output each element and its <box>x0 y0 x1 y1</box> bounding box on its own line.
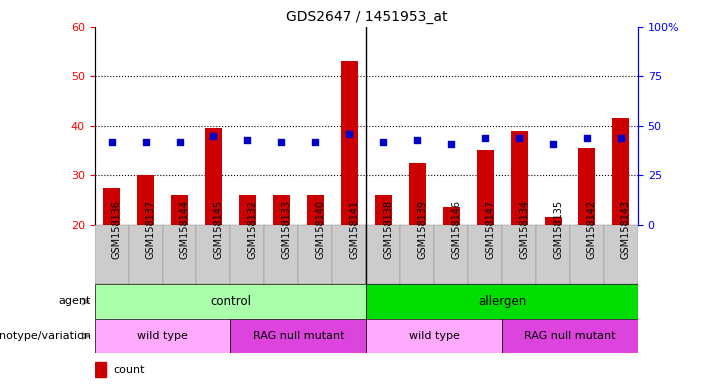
Bar <box>434 225 468 284</box>
Text: GSM158146: GSM158146 <box>451 200 461 259</box>
Bar <box>578 148 595 225</box>
Text: GSM158133: GSM158133 <box>281 200 292 259</box>
Bar <box>536 225 570 284</box>
Point <box>378 139 389 145</box>
Text: GSM158143: GSM158143 <box>621 200 631 259</box>
Text: GSM158140: GSM158140 <box>315 200 325 259</box>
Bar <box>264 225 299 284</box>
Text: GSM158138: GSM158138 <box>383 200 393 259</box>
Text: GSM158144: GSM158144 <box>179 200 189 259</box>
Bar <box>332 225 366 284</box>
Point <box>275 139 287 145</box>
Bar <box>468 225 502 284</box>
Text: GSM158139: GSM158139 <box>417 200 427 259</box>
Text: GSM158142: GSM158142 <box>587 200 597 259</box>
Text: GSM158137: GSM158137 <box>146 200 156 259</box>
Bar <box>341 61 358 225</box>
Text: count: count <box>114 364 145 375</box>
Bar <box>502 225 536 284</box>
Bar <box>95 319 231 353</box>
Bar <box>367 225 400 284</box>
Text: agent: agent <box>59 296 91 306</box>
Bar <box>613 118 629 225</box>
Bar <box>239 195 256 225</box>
Text: GSM158132: GSM158132 <box>247 200 257 259</box>
Text: GSM158136: GSM158136 <box>111 200 121 259</box>
Bar <box>95 284 366 319</box>
Bar <box>171 195 188 225</box>
Bar <box>231 319 367 353</box>
Point <box>242 137 253 143</box>
Point <box>615 134 627 141</box>
Text: GSM158134: GSM158134 <box>519 200 529 259</box>
Bar <box>367 284 638 319</box>
Bar <box>409 163 426 225</box>
Text: GSM158141: GSM158141 <box>349 200 360 259</box>
Bar <box>205 128 222 225</box>
Title: GDS2647 / 1451953_at: GDS2647 / 1451953_at <box>285 10 447 25</box>
Point <box>208 132 219 139</box>
Point <box>547 141 559 147</box>
Point <box>140 139 151 145</box>
Bar <box>231 225 264 284</box>
Bar <box>510 131 528 225</box>
Bar <box>196 225 231 284</box>
Bar <box>95 225 128 284</box>
Point <box>581 134 592 141</box>
Bar <box>400 225 434 284</box>
Text: RAG null mutant: RAG null mutant <box>252 331 344 341</box>
Bar <box>307 195 324 225</box>
Point <box>106 139 117 145</box>
Bar <box>442 207 460 225</box>
Point <box>446 141 457 147</box>
Bar <box>570 225 604 284</box>
Text: wild type: wild type <box>137 331 188 341</box>
Text: RAG null mutant: RAG null mutant <box>524 331 615 341</box>
Point <box>343 131 355 137</box>
Point <box>411 137 423 143</box>
Bar <box>103 187 120 225</box>
Bar <box>299 225 332 284</box>
Bar <box>163 225 196 284</box>
Bar <box>375 195 392 225</box>
Point <box>513 134 524 141</box>
Point <box>310 139 321 145</box>
Bar <box>477 151 494 225</box>
Bar <box>545 217 562 225</box>
Bar <box>604 225 638 284</box>
Text: wild type: wild type <box>409 331 460 341</box>
Bar <box>273 195 290 225</box>
Bar <box>95 362 105 377</box>
Point <box>479 134 491 141</box>
Text: GSM158147: GSM158147 <box>485 200 495 259</box>
Bar <box>128 225 163 284</box>
Text: genotype/variation: genotype/variation <box>0 331 91 341</box>
Point <box>174 139 185 145</box>
Bar <box>137 175 154 225</box>
Text: GSM158135: GSM158135 <box>553 200 563 259</box>
Bar <box>502 319 638 353</box>
Text: GSM158145: GSM158145 <box>214 200 224 259</box>
Bar <box>367 319 502 353</box>
Text: control: control <box>210 295 251 308</box>
Text: allergen: allergen <box>478 295 526 308</box>
